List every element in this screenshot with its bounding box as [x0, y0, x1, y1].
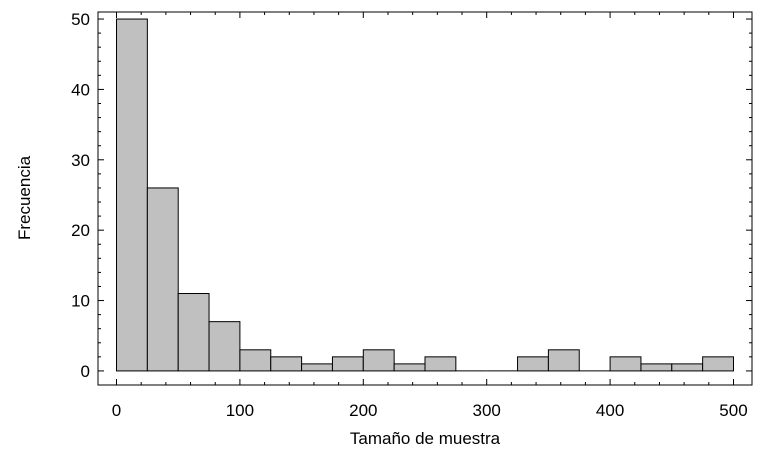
histogram-bar-8 [362, 349, 395, 372]
y-tick-label: 0 [81, 362, 90, 381]
y-tick-label: 50 [71, 10, 90, 29]
x-tick-label: 200 [349, 401, 377, 420]
histogram-bar-1 [146, 187, 179, 372]
histogram-bar-18 [671, 363, 704, 372]
histogram-bar-3 [208, 321, 241, 372]
histogram-bar-19 [702, 356, 734, 372]
bars-group [116, 18, 734, 372]
y-tick-label: 10 [71, 292, 90, 311]
histogram-bar-9 [393, 363, 426, 372]
x-axis-ticks: 0 100 200 300 400 500 [112, 12, 748, 420]
histogram-bar-2 [177, 293, 210, 372]
histogram-bar-7 [331, 356, 364, 372]
y-tick-label: 20 [71, 221, 90, 240]
x-tick-label: 100 [226, 401, 254, 420]
histogram-bar-5 [270, 356, 303, 372]
histogram-bar-10 [424, 356, 457, 372]
histogram-bar-16 [609, 356, 642, 372]
histogram-bar-13 [517, 356, 549, 372]
x-axis-title: Tamaño de muestra [350, 429, 501, 448]
plot-frame [97, 11, 753, 386]
y-axis-title: Frecuencia [15, 155, 34, 240]
y-tick-label: 40 [71, 80, 90, 99]
y-axis-ticks: 0 10 20 30 40 50 [71, 10, 752, 381]
x-tick-label: 300 [473, 401, 501, 420]
y-tick-label: 30 [71, 151, 90, 170]
x-tick-label: 400 [596, 401, 624, 420]
histogram-bar-14 [547, 349, 580, 372]
histogram-bar-0 [116, 18, 148, 372]
histogram-bar-6 [301, 363, 333, 372]
histogram-bar-4 [239, 349, 272, 372]
histogram-bar-17 [640, 363, 673, 372]
x-tick-label: 500 [719, 401, 747, 420]
x-tick-label: 0 [112, 401, 121, 420]
